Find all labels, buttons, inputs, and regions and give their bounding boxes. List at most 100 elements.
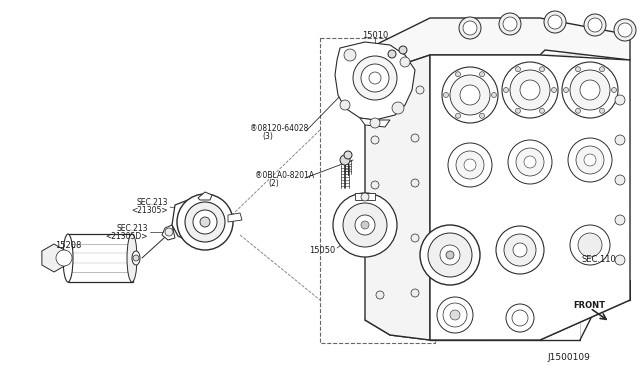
- Circle shape: [575, 67, 580, 72]
- Circle shape: [185, 202, 225, 242]
- Circle shape: [456, 72, 461, 77]
- Circle shape: [340, 100, 350, 110]
- Circle shape: [552, 87, 557, 93]
- Text: 15010: 15010: [362, 31, 388, 39]
- Circle shape: [515, 67, 520, 72]
- Circle shape: [411, 134, 419, 142]
- Polygon shape: [335, 42, 415, 120]
- Circle shape: [133, 255, 139, 261]
- Circle shape: [442, 67, 498, 123]
- Circle shape: [570, 225, 610, 265]
- Polygon shape: [228, 213, 242, 222]
- Text: (2): (2): [268, 179, 279, 187]
- Circle shape: [615, 255, 625, 265]
- Circle shape: [584, 14, 606, 36]
- Bar: [68, 234, 133, 282]
- Circle shape: [614, 19, 636, 41]
- Circle shape: [499, 13, 521, 35]
- Circle shape: [361, 64, 389, 92]
- Text: ®0BLA0-8201A: ®0BLA0-8201A: [255, 170, 314, 180]
- Circle shape: [371, 136, 379, 144]
- Circle shape: [450, 310, 460, 320]
- Circle shape: [588, 18, 602, 32]
- Circle shape: [333, 193, 397, 257]
- Circle shape: [520, 80, 540, 100]
- Circle shape: [492, 93, 497, 97]
- Circle shape: [177, 194, 233, 250]
- Circle shape: [340, 155, 350, 165]
- Circle shape: [575, 108, 580, 113]
- Circle shape: [600, 67, 605, 72]
- Text: SEC.213: SEC.213: [116, 224, 148, 232]
- Bar: [320, 38, 435, 343]
- Circle shape: [399, 46, 407, 54]
- Circle shape: [411, 234, 419, 242]
- Circle shape: [584, 154, 596, 166]
- Circle shape: [463, 21, 477, 35]
- Circle shape: [353, 56, 397, 100]
- Circle shape: [459, 17, 481, 39]
- Circle shape: [440, 245, 460, 265]
- Circle shape: [508, 140, 552, 184]
- Circle shape: [361, 221, 369, 229]
- Text: FRONT: FRONT: [573, 301, 605, 310]
- Polygon shape: [198, 192, 212, 200]
- Circle shape: [570, 70, 610, 110]
- Text: <21305>: <21305>: [131, 205, 168, 215]
- Circle shape: [580, 80, 600, 100]
- Circle shape: [516, 148, 544, 176]
- Circle shape: [428, 233, 472, 277]
- Circle shape: [512, 310, 528, 326]
- Text: 15208: 15208: [55, 241, 81, 250]
- Circle shape: [371, 181, 379, 189]
- Circle shape: [448, 143, 492, 187]
- Text: SEC.213: SEC.213: [136, 198, 168, 206]
- Circle shape: [576, 146, 604, 174]
- Circle shape: [193, 210, 217, 234]
- Circle shape: [388, 50, 396, 58]
- Circle shape: [344, 151, 352, 159]
- Text: (3): (3): [262, 131, 273, 141]
- Circle shape: [562, 62, 618, 118]
- Circle shape: [344, 49, 356, 61]
- Circle shape: [615, 95, 625, 105]
- Ellipse shape: [63, 234, 73, 282]
- Circle shape: [343, 203, 387, 247]
- Text: <21305D>: <21305D>: [106, 231, 148, 241]
- Circle shape: [416, 86, 424, 94]
- Circle shape: [369, 72, 381, 84]
- Ellipse shape: [132, 251, 140, 265]
- Circle shape: [479, 113, 484, 118]
- Circle shape: [355, 215, 375, 235]
- Circle shape: [524, 156, 536, 168]
- Text: SEC.110: SEC.110: [582, 256, 617, 264]
- Circle shape: [464, 159, 476, 171]
- Polygon shape: [42, 244, 66, 272]
- Circle shape: [411, 179, 419, 187]
- Circle shape: [496, 226, 544, 274]
- Circle shape: [513, 243, 527, 257]
- Circle shape: [400, 57, 410, 67]
- Circle shape: [370, 118, 380, 128]
- Circle shape: [568, 138, 612, 182]
- Circle shape: [460, 85, 480, 105]
- Circle shape: [611, 87, 616, 93]
- Circle shape: [376, 291, 384, 299]
- Circle shape: [540, 108, 545, 113]
- Circle shape: [401, 84, 409, 92]
- Circle shape: [515, 108, 520, 113]
- Circle shape: [548, 15, 562, 29]
- Polygon shape: [172, 198, 232, 244]
- Circle shape: [615, 175, 625, 185]
- Circle shape: [615, 135, 625, 145]
- Circle shape: [504, 234, 536, 266]
- Text: J1500109: J1500109: [547, 353, 590, 362]
- Circle shape: [165, 228, 173, 236]
- Circle shape: [376, 86, 384, 94]
- Polygon shape: [430, 55, 630, 340]
- Circle shape: [503, 17, 517, 31]
- Circle shape: [443, 303, 467, 327]
- Circle shape: [411, 289, 419, 297]
- Polygon shape: [355, 193, 375, 200]
- Circle shape: [506, 304, 534, 332]
